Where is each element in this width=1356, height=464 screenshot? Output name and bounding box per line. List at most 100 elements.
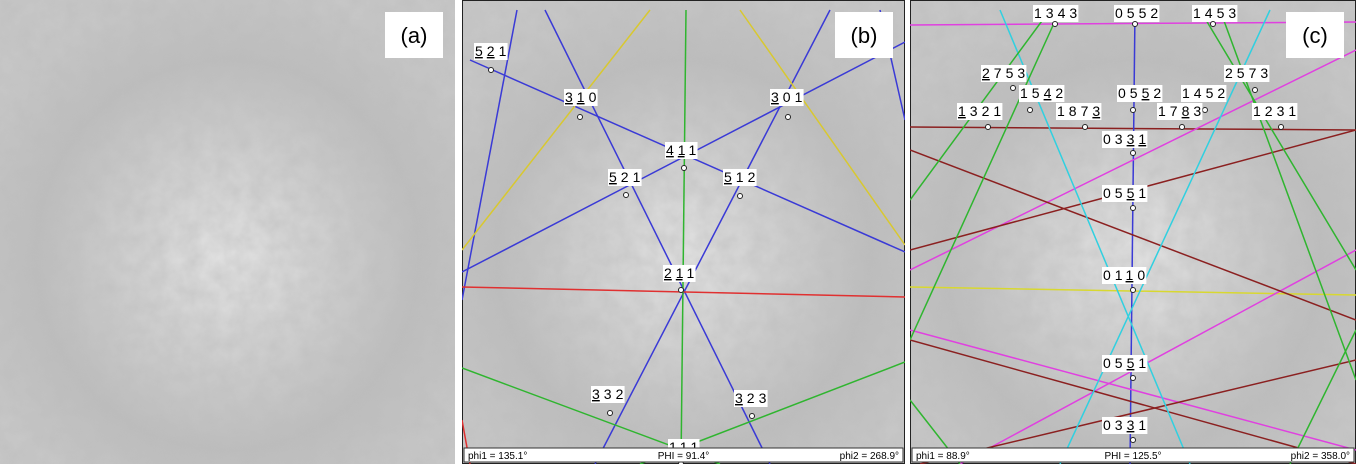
index-digit: 1 [958, 103, 966, 119]
pole-marker [1131, 206, 1136, 211]
index-digit: 8 [1069, 103, 1077, 119]
index-digit: 5 [1217, 5, 1225, 21]
index-digit: 4 [1058, 5, 1066, 21]
index-digit: 1 [1057, 103, 1065, 119]
index-digit: 1 [1138, 417, 1146, 433]
index-digit: 0 [1103, 417, 1111, 433]
euler-angle: phi2 = 358.0° [1291, 451, 1350, 462]
index-digit: 5 [1142, 85, 1150, 101]
index-digit: 1 [1253, 103, 1261, 119]
index-label: 301 [771, 89, 803, 105]
index-digit: 2 [1153, 85, 1161, 101]
index-digit: 1 [1288, 103, 1296, 119]
pole-marker [738, 194, 743, 199]
index-digit: 3 [592, 386, 600, 402]
panel: 1343055214532753154213211873055214521783… [910, 0, 1356, 464]
index-digit: 5 [1206, 85, 1214, 101]
index-digit: 5 [1139, 5, 1147, 21]
index-digit: 5 [1130, 85, 1138, 101]
pole-marker [1133, 22, 1138, 27]
pole-marker [624, 193, 629, 198]
index-digit: 2 [487, 43, 495, 59]
index-digit: 1 [1138, 131, 1146, 147]
index-digit: 1 [795, 89, 803, 105]
euler-angle: PHI = 125.5° [1104, 451, 1161, 462]
euler-angle: phi1 = 88.9° [916, 451, 970, 462]
pole-marker [679, 288, 684, 293]
index-digit: 7 [1170, 103, 1178, 119]
figure: (a)521310301411521512211332323111phi1 = … [0, 0, 1356, 464]
pole-marker [489, 68, 494, 73]
index-digit: 5 [1127, 185, 1135, 201]
pole-marker [1131, 288, 1136, 293]
index-digit: 3 [759, 390, 767, 406]
pole-marker [786, 115, 791, 120]
index-digit: 1 [499, 43, 507, 59]
index-digit: 4 [1194, 85, 1202, 101]
index-digit: 1 [993, 103, 1001, 119]
index-digit: 1 [1126, 267, 1134, 283]
index-digit: 5 [724, 169, 732, 185]
pole-marker [1131, 438, 1136, 443]
index-label: 521 [609, 169, 641, 185]
index-digit: 2 [982, 65, 990, 81]
index-digit: 3 [735, 390, 743, 406]
index-digit: 0 [1137, 267, 1145, 283]
index-digit: 3 [1092, 103, 1100, 119]
index-digit: 7 [1249, 65, 1257, 81]
pole-marker [1211, 22, 1216, 27]
index-digit: 3 [1127, 131, 1135, 147]
index-digit: 2 [621, 169, 629, 185]
index-digit: 5 [1115, 355, 1123, 371]
pole-marker [1180, 125, 1185, 130]
panel-tag: (b) [851, 23, 878, 48]
index-digit: 1 [633, 169, 641, 185]
index-digit: 1 [687, 265, 695, 281]
pole-marker [1131, 376, 1136, 381]
index-digit: 3 [1193, 103, 1201, 119]
index-digit: 3 [1115, 131, 1123, 147]
index-digit: 0 [783, 89, 791, 105]
index-digit: 0 [1115, 5, 1123, 21]
pole-marker [682, 166, 687, 171]
index-digit: 4 [1205, 5, 1213, 21]
pole-marker [1053, 22, 1058, 27]
index-digit: 0 [1103, 267, 1111, 283]
index-digit: 1 [689, 142, 697, 158]
euler-angle: PHI = 91.4° [658, 451, 710, 462]
pole-marker [750, 414, 755, 419]
pole-marker [986, 125, 991, 130]
index-digit: 1 [1138, 355, 1146, 371]
index-digit: 2 [1150, 5, 1158, 21]
index-digit: 3 [1115, 417, 1123, 433]
index-digit: 4 [666, 142, 674, 158]
pole-marker [1028, 108, 1033, 113]
pole-marker [1279, 125, 1284, 130]
index-digit: 3 [1069, 5, 1077, 21]
index-digit: 3 [1260, 65, 1268, 81]
index-label: 332 [592, 386, 624, 402]
index-digit: 3 [1228, 5, 1236, 21]
index-label: 512 [724, 169, 756, 185]
index-digit: 5 [1032, 85, 1040, 101]
index-digit: 2 [664, 265, 672, 281]
index-digit: 2 [616, 386, 624, 402]
panel-tag: (a) [401, 23, 428, 48]
index-digit: 5 [1006, 65, 1014, 81]
euler-angle: phi1 = 135.1° [468, 451, 527, 462]
index-digit: 2 [982, 103, 990, 119]
index-digit: 1 [1182, 85, 1190, 101]
index-digit: 2 [747, 390, 755, 406]
index-digit: 1 [736, 169, 744, 185]
index-digit: 3 [970, 103, 978, 119]
index-digit: 2 [1225, 65, 1233, 81]
pole-marker [1253, 88, 1258, 93]
index-digit: 3 [565, 89, 573, 105]
index-label: 310 [565, 89, 597, 105]
pole-marker [578, 115, 583, 120]
index-digit: 3 [1017, 65, 1025, 81]
index-digit: 0 [1103, 131, 1111, 147]
index-digit: 2 [1055, 85, 1063, 101]
